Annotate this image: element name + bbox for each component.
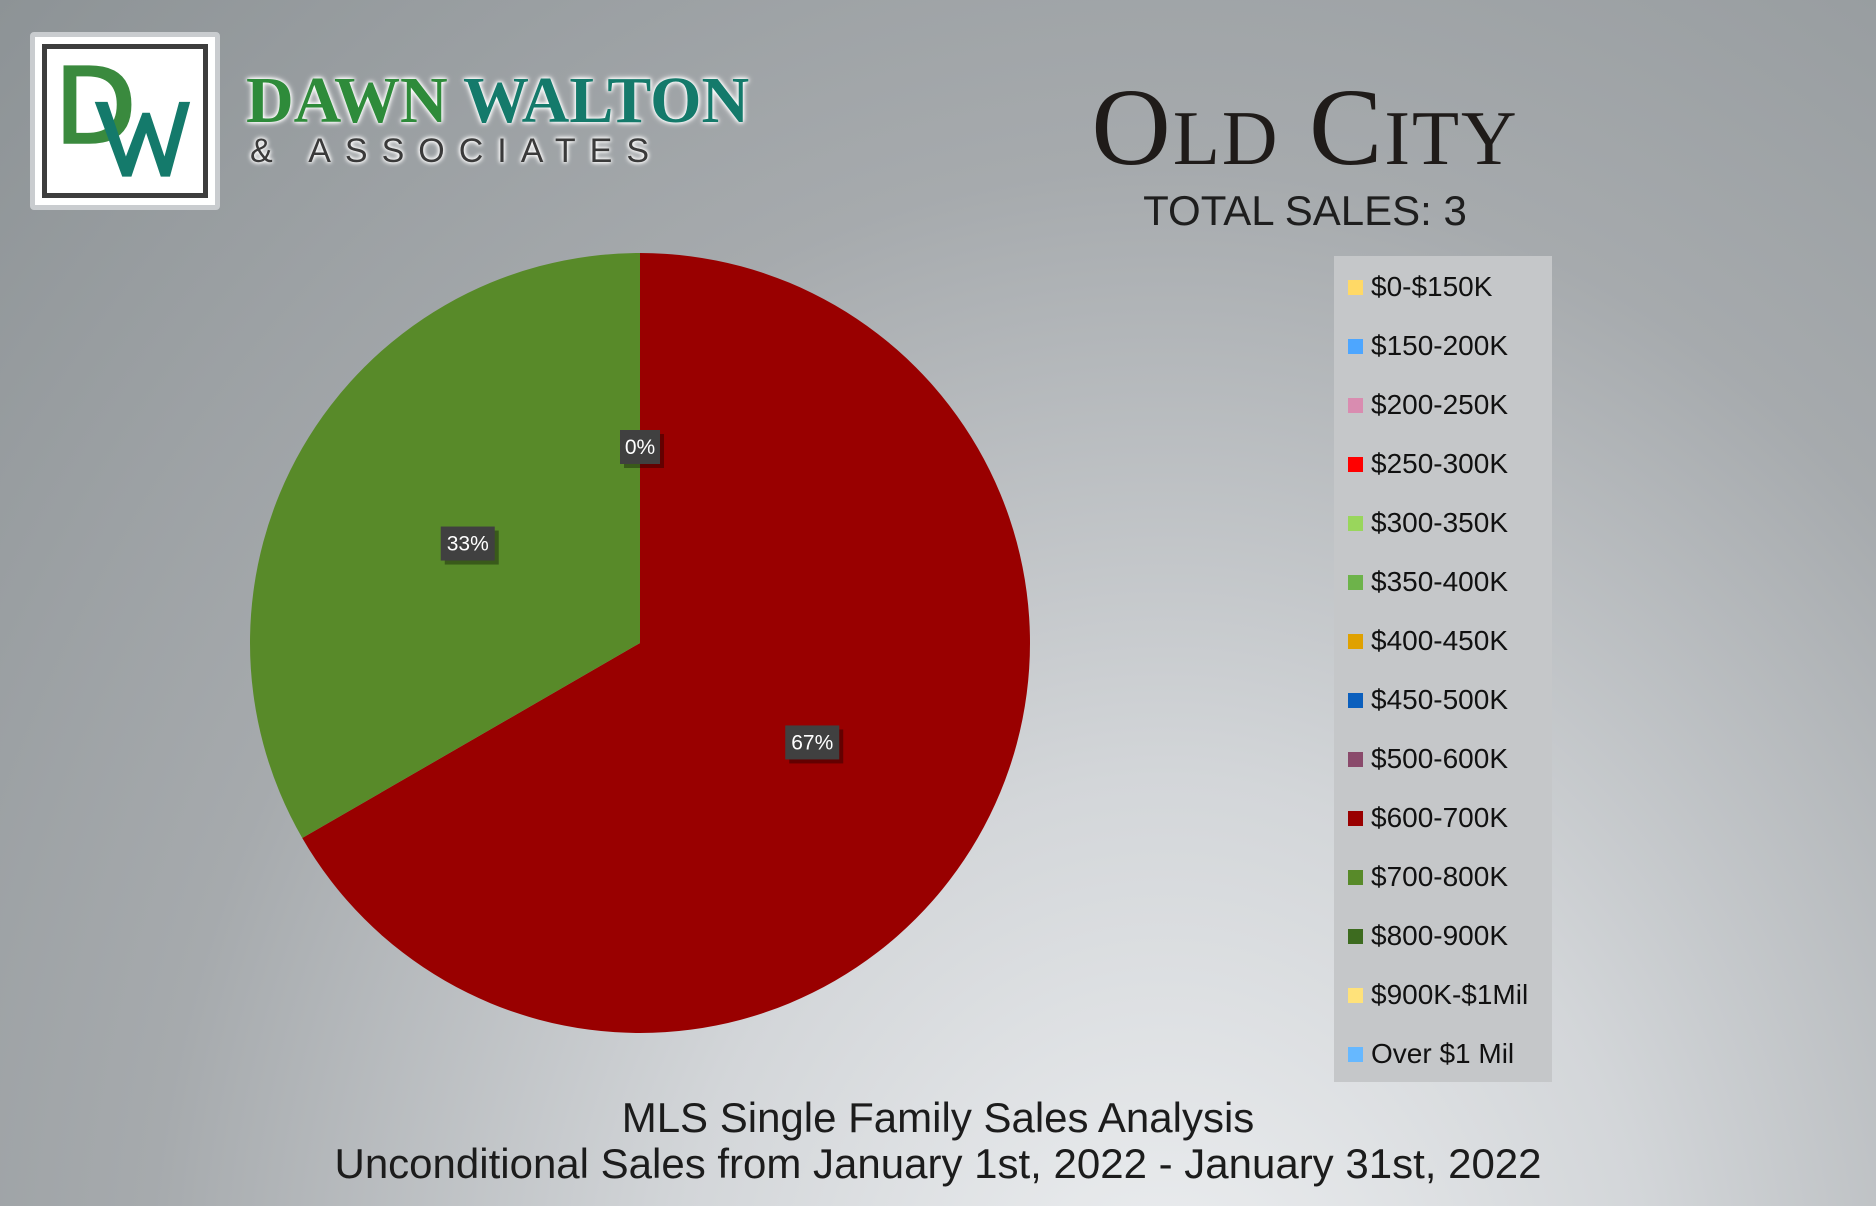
data-label-text: 33% — [447, 533, 489, 556]
legend-label: $250-300K — [1371, 448, 1509, 479]
data-label: 33% — [440, 526, 499, 565]
legend-item: $800-900K — [1348, 916, 1508, 956]
legend-label: $300-350K — [1371, 507, 1509, 538]
legend-swatch — [1348, 574, 1363, 590]
pie-data-labels: 0% 67% 33% — [440, 430, 844, 764]
legend-item: $450-500K — [1348, 680, 1508, 720]
data-label-text: 0% — [625, 436, 655, 459]
legend-label: Over $1 Mil — [1371, 1038, 1515, 1069]
pie-slice-$600-700K — [302, 253, 1030, 1033]
brand-subtitle: & ASSOCIATES — [250, 132, 664, 170]
logo — [30, 32, 220, 210]
legend-swatch — [1348, 751, 1363, 767]
legend-item: $400-450K — [1348, 621, 1508, 661]
legend-label: $800-900K — [1371, 920, 1509, 951]
footer-date-range: Unconditional Sales from January 1st, 20… — [334, 1140, 1542, 1187]
legend-label: $0-$150K — [1371, 271, 1493, 302]
legend-item: $900K-$1Mil — [1348, 975, 1528, 1015]
legend-label: $450-500K — [1371, 684, 1509, 715]
legend-swatch — [1348, 987, 1363, 1003]
legend-item: Over $1 Mil — [1348, 1034, 1514, 1074]
total-sales: TOTAL SALES: 3 — [1143, 187, 1467, 234]
legend-item: $150-200K — [1348, 326, 1508, 366]
legend-item: $250-300K — [1348, 444, 1508, 484]
footer-title: MLS Single Family Sales Analysis — [621, 1094, 1255, 1141]
page-title: Old City — [1091, 66, 1519, 188]
data-label: 67% — [785, 725, 844, 764]
logo-monogram — [63, 65, 191, 177]
legend-label: $400-450K — [1371, 625, 1509, 656]
legend-label: $700-800K — [1371, 861, 1509, 892]
legend-swatch — [1348, 279, 1363, 295]
legend-item: $300-350K — [1348, 503, 1508, 543]
brand-name-first: DAWN — [246, 64, 448, 137]
legend-swatch — [1348, 456, 1363, 472]
legend-label: $350-400K — [1371, 566, 1509, 597]
legend-item: $0-$150K — [1348, 267, 1492, 307]
legend-swatch — [1348, 810, 1363, 826]
data-label: 0% — [620, 430, 664, 468]
chart-legend: $0-$150K $150-200K $200-250K $250-300K $300-… — [1334, 256, 1552, 1082]
legend-label: $200-250K — [1371, 389, 1509, 420]
legend-swatch — [1348, 338, 1363, 354]
legend-item: $700-800K — [1348, 857, 1508, 897]
legend-swatch — [1348, 1046, 1363, 1062]
legend-item: $500-600K — [1348, 739, 1508, 779]
legend-swatch — [1348, 869, 1363, 885]
legend-item: $200-250K — [1348, 385, 1508, 425]
logo-frame — [42, 44, 208, 198]
legend-item: $600-700K — [1348, 798, 1508, 838]
legend-swatch — [1348, 397, 1363, 413]
legend-label: $900K-$1Mil — [1371, 979, 1529, 1010]
legend-swatch — [1348, 692, 1363, 708]
legend-swatch — [1348, 515, 1363, 531]
pie-chart — [249, 252, 1030, 1033]
legend-label: $500-600K — [1371, 743, 1509, 774]
brand-name-last: WALTON — [463, 64, 750, 137]
legend-swatch — [1348, 633, 1363, 649]
legend-label: $150-200K — [1371, 330, 1509, 361]
legend-swatch — [1348, 928, 1363, 944]
legend-item: $350-400K — [1348, 562, 1508, 602]
legend-label: $600-700K — [1371, 802, 1509, 833]
brand-name: DAWN WALTON — [246, 68, 749, 134]
data-label-text: 67% — [791, 731, 833, 754]
